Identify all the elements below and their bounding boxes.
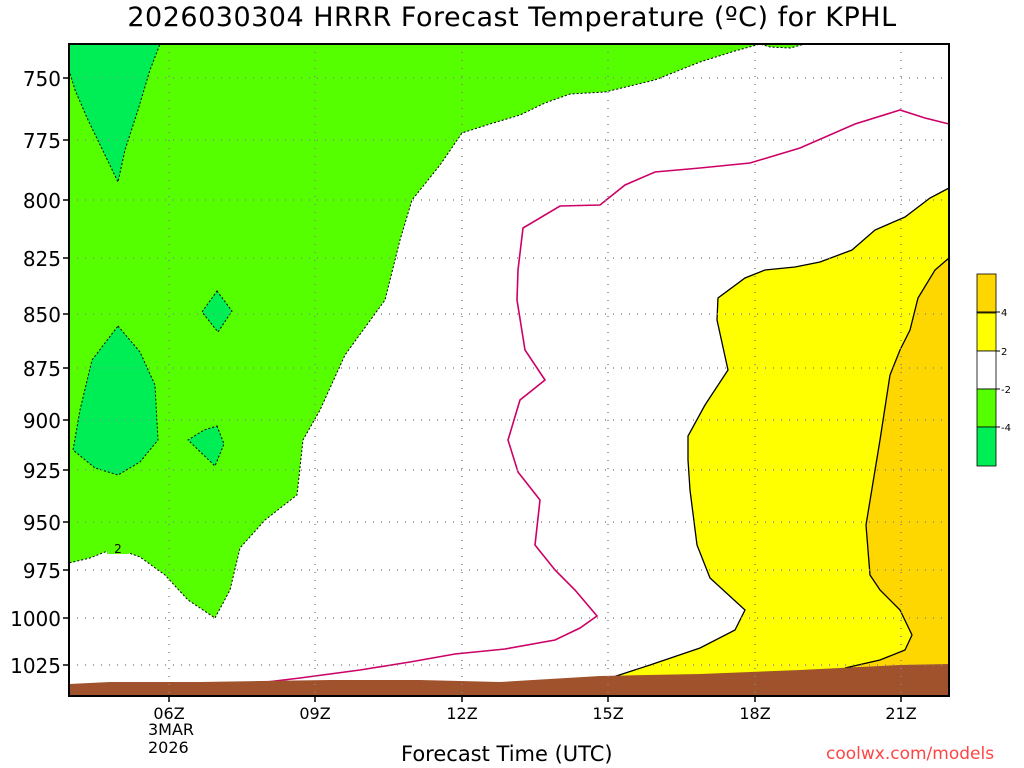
zero-isotherm-line [249, 109, 950, 685]
colorbar-bin-lt-minus4 [976, 426, 997, 467]
colorbar-bin-minus2-2 [976, 350, 997, 390]
contour-label-bg [107, 542, 129, 554]
y-tick-800: 800 [23, 189, 61, 213]
warm-region-gt4 [844, 256, 950, 669]
colorbar-tick-2: 2 [1001, 347, 1007, 358]
x-tick-15z: 15Z [592, 704, 623, 723]
credit-link: coolwx.com/models [826, 744, 995, 764]
y-tick-925: 925 [23, 459, 61, 483]
x-date-day: 3MAR [148, 720, 195, 739]
x-date-label: 3MAR 2026 [148, 720, 195, 758]
y-tick-975: 975 [23, 559, 61, 583]
y-tick-775: 775 [23, 129, 61, 153]
y-tick-875: 875 [23, 357, 61, 381]
cold-pocket-lt-minus4-850 [201, 290, 233, 333]
x-tick-09z: 09Z [299, 704, 330, 723]
x-tick-12z: 12Z [446, 704, 477, 723]
y-tick-950: 950 [23, 511, 61, 535]
colorbar [976, 273, 997, 467]
x-tick-06z: 06Z [153, 704, 184, 723]
x-tick-18z: 18Z [739, 704, 770, 723]
y-tick-750: 750 [23, 67, 61, 91]
contour-label: 2 [114, 542, 122, 556]
cold-pocket-lt-minus4-lower [72, 325, 159, 476]
colorbar-bin-minus4-minus2 [976, 388, 997, 428]
y-axis-ticks [63, 77, 69, 666]
gridlines [69, 44, 949, 696]
colorbar-tick-minus4: -4 [1001, 423, 1011, 434]
x-axis-label: Forecast Time (UTC) [401, 742, 613, 766]
colorbar-bin-2-4 [976, 312, 997, 352]
warm-region-gt2 [609, 186, 950, 679]
cold-pocket-lt-minus4-upper [68, 43, 161, 184]
y-tick-1025: 1025 [10, 654, 61, 678]
colorbar-bin-gt6 [976, 273, 997, 313]
y-tick-900: 900 [23, 409, 61, 433]
x-date-year: 2026 [148, 738, 189, 757]
y-tick-850: 850 [23, 303, 61, 327]
cold-pocket-lt-minus4-910 [187, 425, 225, 467]
y-tick-825: 825 [23, 247, 61, 271]
colorbar-tick-minus2: -2 [1001, 385, 1011, 396]
colorbar-tick-4: 4 [1001, 308, 1007, 319]
x-axis-ticks [168, 696, 902, 702]
x-tick-21z: 21Z [885, 704, 916, 723]
y-tick-1000: 1000 [10, 607, 61, 631]
cold-region-lt-minus2 [68, 43, 761, 619]
plot-frame [68, 43, 950, 697]
chart-title: 2026030304 HRRR Forecast Temperature (ºC… [127, 2, 897, 33]
ground-terrain [69, 664, 949, 696]
